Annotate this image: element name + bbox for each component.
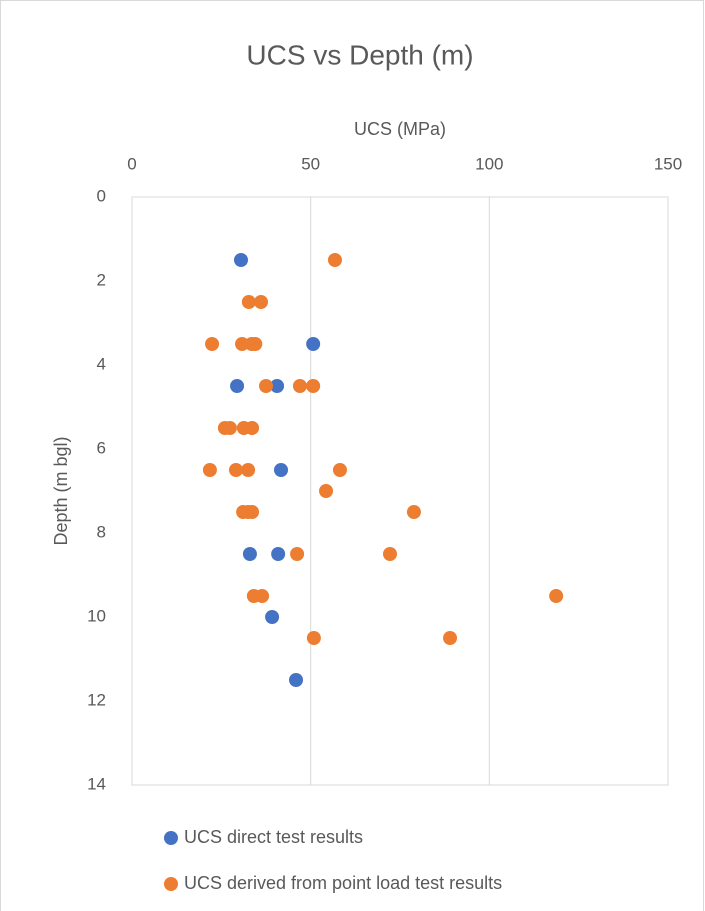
point (292, 379, 307, 393)
point (230, 379, 245, 393)
y-tick-label: 10 (87, 606, 106, 625)
point (319, 484, 334, 498)
point (233, 253, 248, 267)
y-tick-label: 4 (97, 354, 106, 373)
point (306, 379, 321, 393)
y-tick-label: 0 (97, 186, 106, 205)
point (255, 589, 270, 603)
y-tick-label: 6 (97, 438, 106, 457)
x-tick-label: 0 (127, 154, 136, 173)
point (253, 295, 268, 309)
y-axis-label: Depth (m bgl) (51, 436, 71, 545)
point (382, 547, 397, 561)
x-tick-label: 100 (475, 154, 503, 173)
point (242, 547, 257, 561)
point (235, 337, 250, 351)
point (259, 379, 273, 393)
point (205, 337, 220, 351)
point (306, 337, 321, 351)
point (274, 463, 289, 477)
point (332, 463, 347, 477)
y-tick-label: 2 (97, 270, 106, 289)
x-tick-label: 50 (301, 154, 320, 173)
legend-marker (164, 831, 178, 845)
point (241, 463, 256, 477)
legend-label: UCS direct test results (184, 827, 363, 847)
point (549, 589, 564, 603)
point (222, 421, 237, 435)
point (406, 505, 421, 519)
point (265, 610, 280, 624)
legend-label: UCS derived from point load test results (184, 873, 502, 893)
x-tick-label: 150 (654, 154, 682, 173)
point (270, 379, 285, 393)
y-tick-label: 8 (97, 522, 106, 541)
point (248, 337, 263, 351)
point (443, 631, 458, 645)
x-axis-label: UCS (MPa) (354, 119, 446, 139)
point (228, 463, 243, 477)
point (327, 253, 342, 267)
plot-border (131, 196, 669, 786)
point (290, 547, 305, 561)
y-tick-label: 12 (87, 690, 106, 709)
point (289, 673, 304, 687)
point (241, 295, 256, 309)
point (306, 631, 321, 645)
point (245, 421, 260, 435)
chart-title: UCS vs Depth (m) (246, 39, 473, 70)
point (271, 547, 286, 561)
y-tick-label: 14 (87, 774, 106, 793)
legend-marker (164, 877, 178, 891)
point (202, 463, 217, 477)
point (245, 505, 260, 519)
